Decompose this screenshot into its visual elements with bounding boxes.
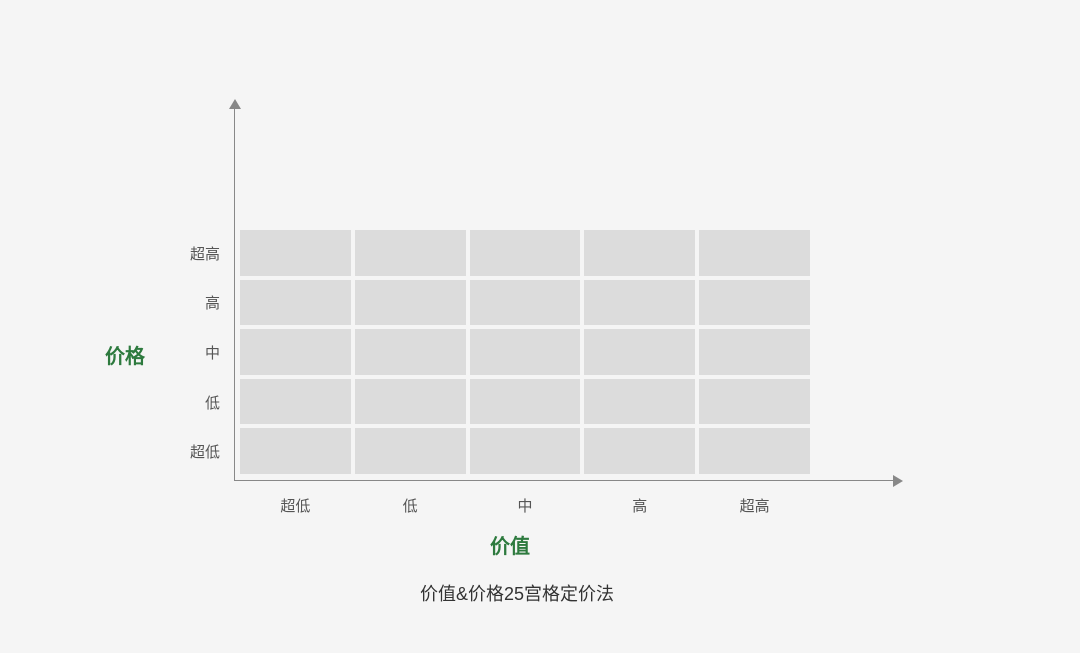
y-axis-label: 中: [160, 342, 220, 363]
grid-cell: [584, 428, 695, 474]
grid-cell: [699, 379, 810, 425]
grid-cell: [470, 230, 581, 276]
y-axis-label: 高: [160, 292, 220, 313]
y-axis-label: 低: [160, 392, 220, 413]
grid-cell: [355, 329, 466, 375]
grid-cell: [240, 329, 351, 375]
x-axis-line: [234, 480, 895, 481]
x-axis-label: 超低: [255, 495, 335, 516]
grid-cell: [584, 280, 695, 326]
chart-caption: 价值&价格25宫格定价法: [420, 580, 614, 606]
x-axis-label: 低: [370, 495, 450, 516]
grid-cell: [699, 280, 810, 326]
x-axis-title: 价值: [490, 530, 530, 559]
y-axis-line: [234, 105, 235, 480]
grid-cell: [240, 379, 351, 425]
y-axis-title: 价格: [105, 340, 145, 369]
x-axis-label: 超高: [715, 495, 795, 516]
grid-cell: [355, 280, 466, 326]
grid-cell: [240, 230, 351, 276]
grid-cell: [355, 428, 466, 474]
grid-cell: [240, 428, 351, 474]
y-axis-label: 超低: [160, 441, 220, 462]
x-axis-label: 高: [600, 495, 680, 516]
grid-cell: [355, 379, 466, 425]
grid-cell: [699, 329, 810, 375]
y-axis-arrow-icon: [229, 99, 241, 109]
grid-cell: [470, 329, 581, 375]
grid-cell: [470, 379, 581, 425]
pricing-grid-diagram: 超高高中低超低 超低低中高超高 价格 价值 价值&价格25宫格定价法: [0, 0, 1080, 653]
x-axis-label: 中: [485, 495, 565, 516]
grid-cell: [470, 280, 581, 326]
grid-cell: [584, 379, 695, 425]
grid-cell: [584, 230, 695, 276]
grid-matrix: [240, 230, 810, 474]
grid-cell: [699, 230, 810, 276]
grid-cell: [584, 329, 695, 375]
grid-cell: [470, 428, 581, 474]
y-axis-label: 超高: [160, 243, 220, 264]
x-axis-arrow-icon: [893, 475, 903, 487]
grid-cell: [355, 230, 466, 276]
grid-cell: [699, 428, 810, 474]
grid-cell: [240, 280, 351, 326]
